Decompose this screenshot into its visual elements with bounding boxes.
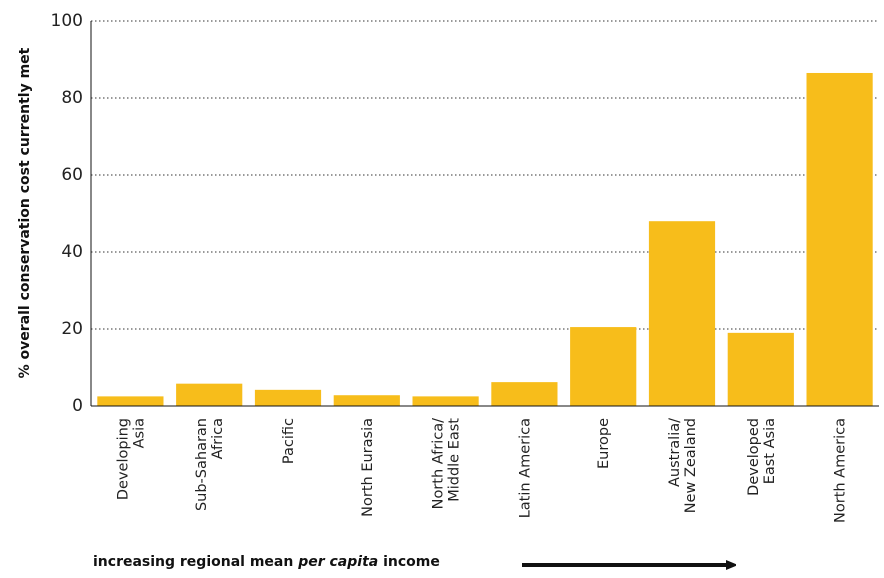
income-footnote: increasing regional mean per capita inco… [93,554,727,570]
bar [727,332,794,406]
y-tick-label: 100 [51,11,83,31]
x-tick-label-line: Pacific [281,418,297,464]
x-tick-label: Latin America [517,418,533,518]
gridlines [91,20,879,330]
x-tick-label: North Africa/Middle East [431,418,463,510]
y-tick-labels: 0 20 40 60 80 100 [51,11,83,416]
y-axis-label: % overall conservation cost currently me… [17,47,33,378]
x-tick-label-line: North America [833,418,849,523]
x-tick-label: North America [833,418,849,523]
bar [254,389,322,406]
x-tick-label-line: Middle East [447,418,463,502]
x-tick-label: Sub-Saharan Africa [194,418,226,511]
x-tick-label-line: Latin America [517,418,533,518]
footnote-text: increasing regional mean per capita inco… [93,554,440,570]
y-tick-label: 0 [72,396,83,416]
x-tick-label-line: East Asia [762,418,778,484]
x-tick-label-line: Developed [746,418,762,496]
x-tick-label: Developing Asia [115,418,147,500]
bar [97,396,164,406]
x-tick-label: Pacific [281,418,297,464]
axes [90,21,879,407]
x-tick-label-line: North Eurasia [360,418,376,517]
footnote-italic: per capita [297,554,378,570]
y-tick-label: 80 [61,88,83,108]
x-tick-label-line: Asia [131,418,147,448]
bars [97,72,873,406]
x-tick-label-line: Sub-Saharan [194,418,210,511]
bar [648,221,716,406]
x-tick-label-line: Australia/ [667,418,683,487]
bar [412,396,479,406]
bar [176,383,243,406]
footnote-prefix: increasing regional mean [93,554,298,570]
x-tick-label-line: North Africa/ [431,418,447,510]
x-tick-labels: Developing Asia Sub-Saharan Africa Pacific No… [115,418,848,523]
x-tick-label: Europe [596,418,612,469]
x-tick-label: Australia/New Zealand [667,418,699,513]
y-tick-label: 60 [61,165,83,185]
bar [570,327,637,406]
x-tick-label: North Eurasia [360,418,376,517]
x-tick-label-line: Developing [115,418,131,500]
x-tick-label-line: Europe [596,418,612,469]
y-tick-label: 40 [61,242,83,262]
bar [806,72,873,406]
bar [491,382,558,406]
y-tick-label: 20 [61,319,83,339]
bar [333,395,400,406]
footnote-suffix: income [378,554,440,570]
x-tick-label: Developed East Asia [746,418,778,496]
x-tick-label-line: New Zealand [683,418,699,513]
x-tick-label-line: Africa [210,418,226,459]
